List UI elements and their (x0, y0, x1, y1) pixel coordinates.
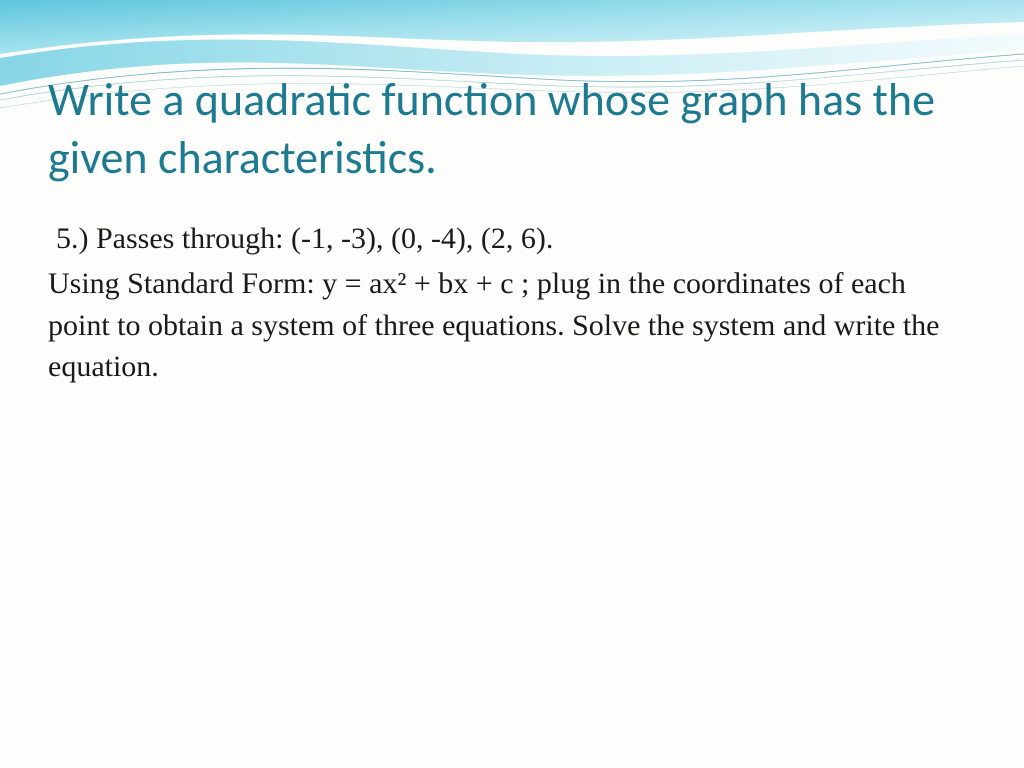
slide-body: 5.) Passes through: (-1, -3), (0, -4), (… (48, 218, 964, 388)
instruction-text: Using Standard Form: y = ax² + bx + c ; … (48, 263, 964, 387)
slide: Write a quadratic function whose graph h… (0, 0, 1024, 768)
slide-title: Write a quadratic function whose graph h… (48, 72, 976, 187)
problem-text: 5.) Passes through: (-1, -3), (0, -4), (… (56, 218, 964, 259)
